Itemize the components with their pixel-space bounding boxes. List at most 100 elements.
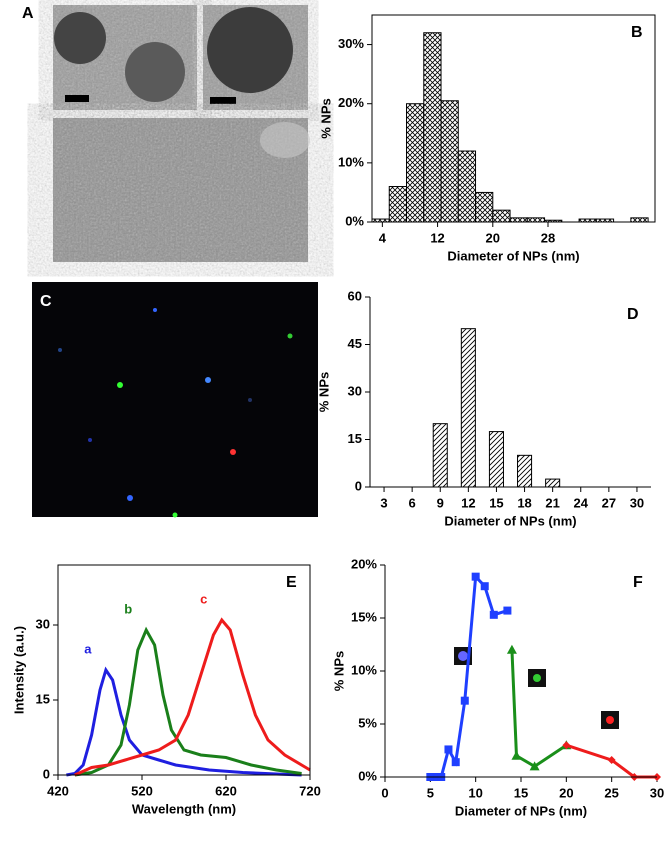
- panel-label: D: [627, 306, 639, 323]
- marker: [471, 572, 480, 581]
- y-axis-label: % NPs: [316, 372, 331, 412]
- panel-label: A: [22, 5, 34, 22]
- x-axis-label: Diameter of NPs (nm): [455, 803, 587, 818]
- x-tick-label: 9: [437, 495, 444, 510]
- x-tick-label: 720: [299, 783, 321, 798]
- panel-label: C: [40, 293, 52, 310]
- x-tick-label: 0: [381, 785, 388, 800]
- line: [510, 649, 568, 769]
- chart-panel: 0 15 30 420 520 620 720 a b c Wavelength (nm) Inten…: [11, 564, 321, 816]
- bar: [423, 32, 442, 223]
- panel-label: F: [633, 574, 643, 591]
- bar: [440, 100, 459, 223]
- x-tick-label: 420: [47, 783, 69, 798]
- x-tick-label: 15: [489, 495, 503, 510]
- bar: [432, 423, 448, 488]
- series-label: a: [84, 641, 92, 656]
- x-axis-label: Diameter of NPs (nm): [444, 513, 576, 528]
- y-tick-label: 15: [348, 431, 362, 446]
- y-tick-label: 30: [348, 383, 362, 398]
- fluorescence-image: [32, 282, 318, 518]
- y-tick-label: 30%: [338, 36, 364, 51]
- series-label: b: [124, 601, 132, 616]
- x-tick-label: 25: [604, 785, 618, 800]
- x-tick-label: 30: [650, 785, 664, 800]
- x-tick-label: 15: [514, 785, 528, 800]
- bar: [545, 478, 561, 488]
- y-tick-label: 15: [36, 691, 50, 706]
- x-tick-label: 6: [409, 495, 416, 510]
- panel-label: E: [286, 574, 297, 591]
- y-tick-label: 0: [355, 478, 362, 493]
- y-axis-label: % NPs: [331, 651, 346, 691]
- marker: [562, 741, 571, 750]
- marker: [529, 761, 540, 771]
- marker: [506, 644, 517, 654]
- bar: [475, 191, 494, 223]
- y-tick-label: 0%: [358, 768, 377, 783]
- inset-images: [454, 647, 619, 729]
- y-tick-label: 30: [36, 616, 50, 631]
- x-axis-label: Diameter of NPs (nm): [447, 248, 579, 263]
- y-tick-label: 10%: [351, 662, 377, 677]
- panel-label: B: [631, 24, 643, 41]
- bar: [460, 328, 476, 488]
- marker: [511, 750, 522, 760]
- marker: [607, 756, 616, 765]
- bar: [492, 209, 511, 223]
- x-tick-label: 520: [131, 783, 153, 798]
- y-tick-label: 20%: [351, 556, 377, 571]
- x-tick-label: 4: [379, 230, 387, 245]
- x-axis-label: Wavelength (nm): [132, 801, 236, 816]
- x-tick-label: 30: [630, 495, 644, 510]
- marker: [451, 758, 460, 767]
- bar: [488, 431, 504, 488]
- y-tick-label: 60: [348, 288, 362, 303]
- x-tick-label: 24: [574, 495, 589, 510]
- marker: [460, 696, 469, 705]
- bar: [526, 217, 546, 223]
- y-axis-label: Intensity (a.u.): [11, 626, 26, 714]
- bar: [406, 103, 425, 223]
- x-tick-label: 28: [541, 230, 555, 245]
- y-tick-label: 0: [43, 766, 50, 781]
- bar: [457, 150, 477, 223]
- y-tick-label: 20%: [338, 95, 364, 110]
- x-tick-label: 20: [559, 785, 573, 800]
- y-tick-label: 10%: [338, 154, 364, 169]
- x-tick-label: 3: [380, 495, 387, 510]
- x-tick-label: 12: [430, 230, 444, 245]
- x-tick-label: 10: [468, 785, 482, 800]
- y-tick-label: 15%: [351, 609, 377, 624]
- x-tick-label: 27: [602, 495, 616, 510]
- line: [430, 573, 508, 779]
- x-tick-label: 5: [427, 785, 434, 800]
- marker: [503, 606, 512, 615]
- bar: [388, 186, 408, 223]
- x-tick-label: 12: [461, 495, 475, 510]
- bar: [517, 454, 533, 488]
- y-axis-label: % NPs: [318, 98, 333, 138]
- line: [66, 666, 302, 777]
- plot-frame: [371, 14, 656, 223]
- plot-frame: [57, 564, 311, 776]
- series-label: c: [200, 591, 207, 606]
- y-tick-label: 5%: [358, 715, 377, 730]
- y-tick-label: 45: [348, 336, 362, 351]
- chart-panel: 0 15 30 45 60 3 6 9 12 15 18 21 24 27 30 Diameter of NP…: [316, 288, 651, 528]
- line: [74, 617, 311, 777]
- chart-panel: 0% 10% 20% 30% 4 12 20 28 Diameter of NPs (nm) % …: [318, 14, 656, 263]
- tem-images: [53, 5, 310, 262]
- x-tick-label: 20: [486, 230, 500, 245]
- bar: [509, 217, 528, 223]
- y-tick-label: 0%: [345, 213, 364, 228]
- x-tick-label: 18: [517, 495, 531, 510]
- bar: [630, 217, 649, 223]
- chart-panel: 0% 5% 10% 15% 20% 0 5 10 15 20 25 30 Diameter of NPs…: [331, 556, 664, 818]
- x-tick-label: 21: [545, 495, 559, 510]
- x-tick-label: 620: [215, 783, 237, 798]
- marker: [444, 745, 453, 754]
- marker: [480, 582, 489, 591]
- line: [74, 626, 302, 777]
